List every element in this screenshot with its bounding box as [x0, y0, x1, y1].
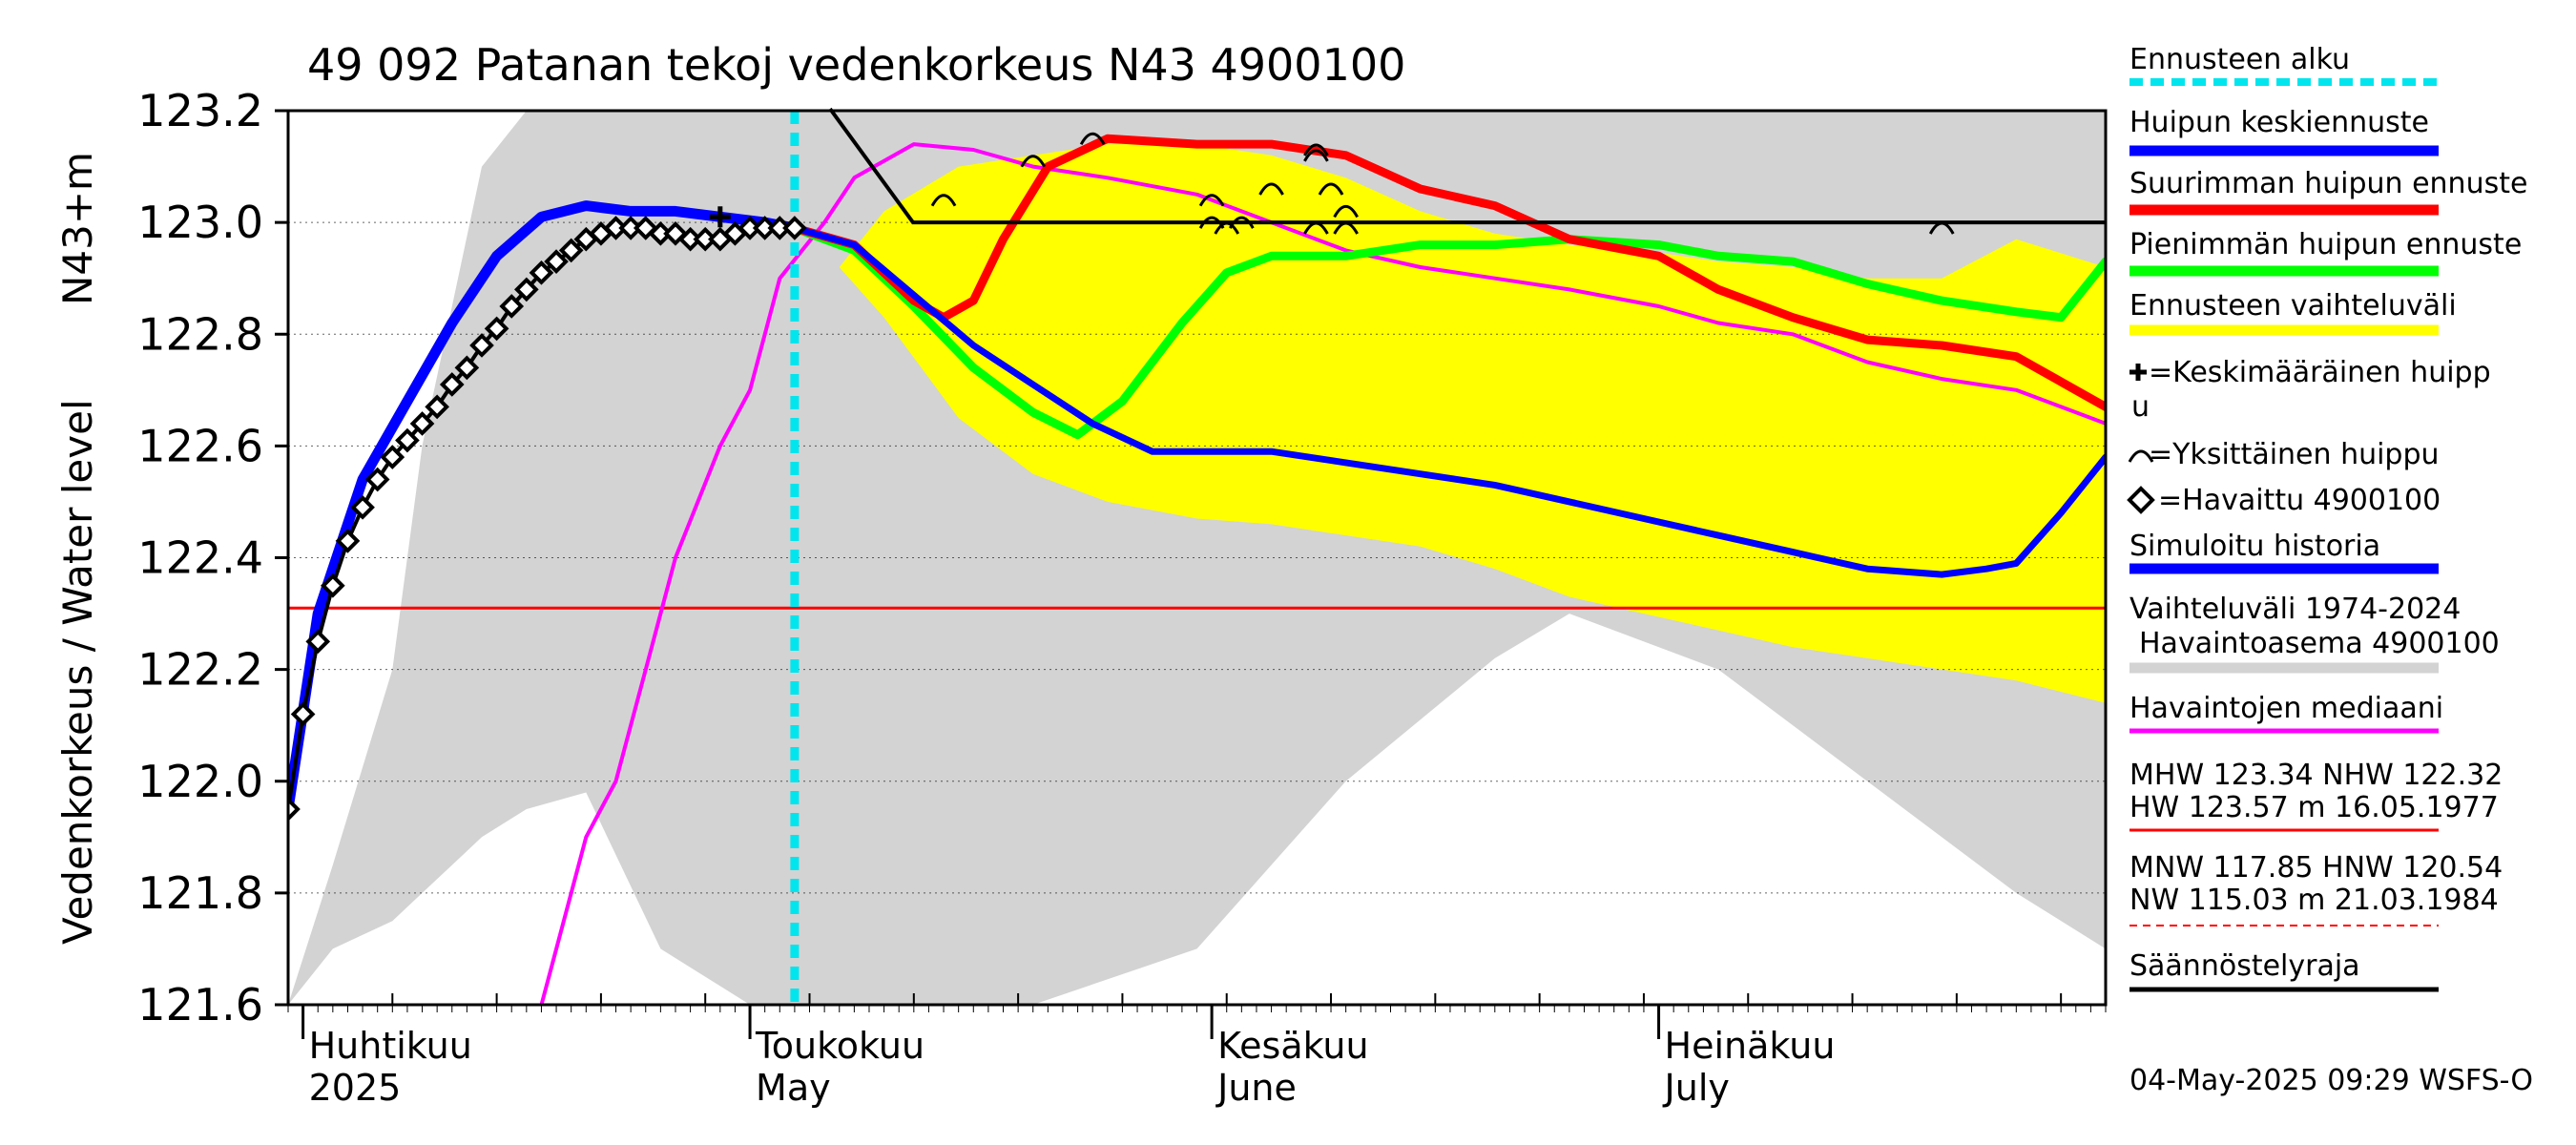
- chart-title: 49 092 Patanan tekoj vedenkorkeus N43 49…: [307, 39, 1405, 91]
- series-line-huipun-keskiennuste: [791, 224, 2106, 578]
- observed-point: [350, 494, 375, 520]
- y-axis-unit: N43+m: [54, 152, 101, 305]
- mean-peak-callout-line: [828, 107, 2106, 225]
- series-line-havaintojen-mediaani: [539, 142, 2106, 1005]
- legend-label: =Keskimääräinen huipp: [2149, 356, 2491, 389]
- y-axis: 121.6 121.8 122.0 122.2 122.4 122.6 122.8 123.0…: [137, 85, 288, 1030]
- stats-block: MHW 123.34 NHW 122.32 HW 123.57 m 16.05.…: [2129, 759, 2503, 992]
- x-month-label-fi: Heinäkuu: [1665, 1025, 1836, 1067]
- observed-point: [782, 216, 807, 240]
- stats-mnw: MNW 117.85 HNW 120.54: [2129, 851, 2503, 885]
- legend: Ennusteen alku Huipun keskiennuste Suurimm…: [2127, 43, 2527, 734]
- legend-label-wrap: u: [2131, 390, 2150, 424]
- observed-point: [335, 529, 361, 553]
- observed-point: [409, 411, 435, 436]
- individual-peak-marker: [930, 194, 957, 207]
- y-tick-label: 122.8: [137, 308, 263, 360]
- observed-point: [321, 572, 345, 598]
- individual-peak-marker: [1229, 216, 1255, 229]
- observed-point: [425, 394, 449, 420]
- legend-label: Pienimmän huipun ennuste: [2129, 228, 2522, 261]
- legend-label: Havaintoasema 4900100: [2139, 627, 2500, 660]
- x-month-label-en: July: [1663, 1067, 1730, 1109]
- individual-peak-marker: [1318, 182, 1344, 196]
- regulation-limit-label: Säännöstelyraja: [2129, 949, 2360, 983]
- legend-label: Vaihteluväli 1974-2024: [2129, 593, 2461, 626]
- series-line-pienimm-n-huipun-ennuste: [790, 223, 2106, 440]
- legend-label: Ennusteen alku: [2129, 43, 2350, 76]
- observed-point: [484, 316, 509, 342]
- observed-point: [454, 355, 480, 381]
- legend-diamond: [2127, 486, 2155, 514]
- y-tick-label: 122.0: [137, 756, 263, 807]
- observed-point: [499, 294, 525, 319]
- legend-label: =Havaittu 4900100: [2158, 484, 2441, 517]
- individual-peak-marker: [1020, 155, 1047, 168]
- observed-point: [395, 427, 420, 453]
- x-month-label-en: 2025: [309, 1067, 402, 1109]
- y-tick-label: 123.0: [137, 197, 263, 248]
- legend-label: =Yksittäinen huippu: [2149, 438, 2440, 471]
- legend-label: Simuloitu historia: [2129, 530, 2380, 563]
- y-tick-label: 122.2: [137, 644, 263, 696]
- legend-label: Suurimman huipun ennuste: [2129, 167, 2527, 200]
- observed-point: [380, 445, 405, 469]
- observed-point: [290, 701, 316, 727]
- y-tick-label: 122.4: [137, 532, 263, 584]
- observed-point: [469, 333, 494, 358]
- y-tick-label: 121.8: [137, 867, 263, 919]
- observed-point: [439, 372, 465, 397]
- forecast-range-band: [779, 144, 2106, 703]
- x-month-label-en: May: [756, 1067, 831, 1109]
- observed-point: [288, 797, 301, 822]
- mean-peak-callout: [828, 107, 2106, 225]
- timestamp: 04-May-2025 09:29 WSFS-O: [2129, 1064, 2533, 1097]
- observed-point: [544, 249, 569, 274]
- observed-markers: [288, 216, 807, 822]
- individual-peak-marker: [1198, 194, 1225, 207]
- individual-peak-marker: [1333, 204, 1359, 219]
- x-month-label-fi: Huhtikuu: [309, 1025, 472, 1067]
- stats-mhw: MHW 123.34 NHW 122.32: [2129, 759, 2503, 792]
- legend-label: Huipun keskiennuste: [2129, 106, 2429, 139]
- individual-peak-marker: [1079, 132, 1106, 146]
- stats-nw: NW 115.03 m 21.03.1984: [2129, 884, 2499, 917]
- observed-point: [558, 238, 584, 263]
- observed-point: [305, 629, 331, 655]
- observed-point: [514, 277, 539, 302]
- y-tick-label: 122.6: [137, 420, 263, 471]
- individual-peak-marker: [1303, 143, 1329, 156]
- x-month-label-fi: Kesäkuu: [1217, 1025, 1369, 1067]
- individual-peak-marker: [1303, 149, 1329, 162]
- y-axis-label: Vedenkorkeus / Water level: [54, 399, 101, 945]
- observed-point: [529, 260, 554, 285]
- x-month-label-en: June: [1215, 1067, 1297, 1109]
- legend-label: Havaintojen mediaani: [2129, 692, 2443, 725]
- series-line-suurimman-huipun-ennuste: [790, 134, 2106, 411]
- x-month-label-fi: Toukokuu: [755, 1025, 924, 1067]
- individual-peak-marker: [1258, 182, 1284, 196]
- observed-point: [364, 467, 390, 492]
- legend-arc: [2128, 449, 2154, 463]
- y-tick-label: 123.2: [137, 85, 263, 136]
- y-tick-label: 121.6: [137, 979, 263, 1030]
- legend-label: Ennusteen vaihteluväli: [2129, 289, 2457, 323]
- stats-hw: HW 123.57 m 16.05.1977: [2129, 791, 2499, 824]
